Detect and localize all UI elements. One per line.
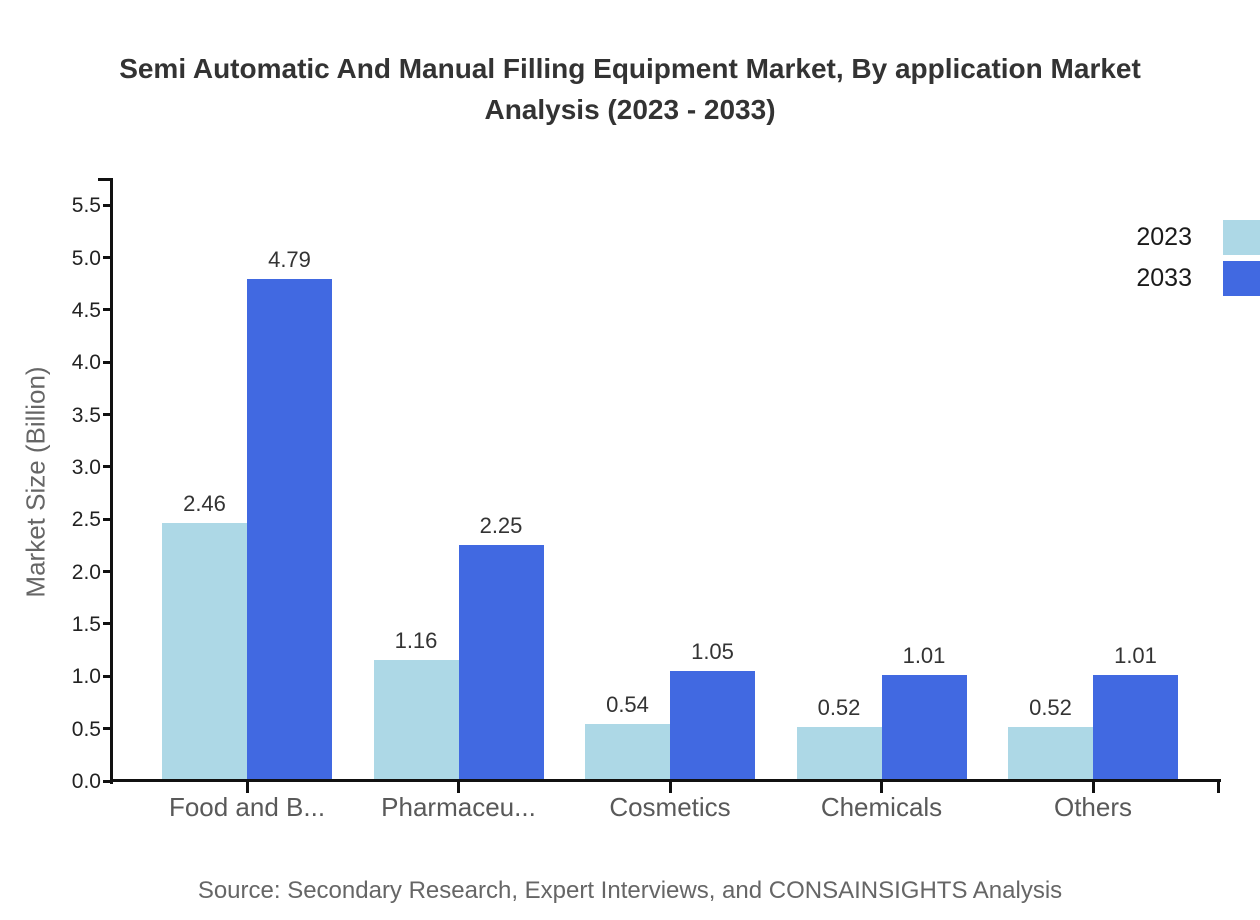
y-tick-label: 4.5 bbox=[71, 298, 101, 322]
bar bbox=[585, 724, 670, 781]
category-label: Cosmetics bbox=[609, 792, 731, 822]
x-axis-end-tick bbox=[1217, 782, 1220, 793]
y-tick-mark bbox=[103, 622, 113, 626]
y-tick-mark bbox=[103, 360, 113, 364]
chart-title-text: Semi Automatic And Manual Filling Equipm… bbox=[119, 53, 1141, 125]
y-tick-label: 3.5 bbox=[71, 403, 101, 427]
y-tick-mark bbox=[103, 203, 113, 207]
category-label: Chemicals bbox=[820, 792, 943, 822]
y-tick-mark bbox=[103, 413, 113, 417]
legend-label-2033: 2033 bbox=[1136, 264, 1192, 292]
legend-swatch-2023 bbox=[1223, 220, 1260, 255]
category-label: Others bbox=[1053, 792, 1133, 822]
bar bbox=[247, 279, 332, 781]
y-tick-label: 5.5 bbox=[71, 194, 101, 218]
y-tick-mark bbox=[103, 674, 113, 678]
x-tick-mark bbox=[668, 782, 672, 793]
bar-value-label: 1.01 bbox=[902, 643, 946, 669]
bar bbox=[373, 659, 459, 781]
y-axis-end-tick bbox=[98, 178, 113, 181]
y-axis-line bbox=[110, 178, 113, 784]
bar bbox=[881, 675, 967, 781]
y-tick-mark bbox=[103, 465, 113, 469]
y-tick-mark bbox=[103, 517, 113, 521]
bar-value-label: 4.79 bbox=[268, 247, 311, 273]
x-tick-mark bbox=[1091, 782, 1095, 793]
bar bbox=[1008, 726, 1093, 781]
bar-value-label: 0.52 bbox=[1029, 694, 1072, 720]
bar-value-label: 0.54 bbox=[606, 692, 649, 718]
x-axis-line bbox=[110, 779, 1221, 782]
category-label: Food and B... bbox=[168, 792, 326, 822]
y-tick-label: 1.5 bbox=[71, 612, 101, 636]
legend-swatch-2033 bbox=[1223, 261, 1260, 296]
bar bbox=[670, 671, 755, 781]
bar-value-label: 2.46 bbox=[183, 491, 226, 517]
bar-value-label: 1.01 bbox=[1114, 643, 1157, 669]
y-tick-label: 0.5 bbox=[71, 717, 101, 741]
bar bbox=[458, 545, 544, 781]
y-tick-label: 2.5 bbox=[71, 508, 101, 532]
x-tick-mark bbox=[245, 782, 249, 793]
bar-value-label: 1.05 bbox=[691, 639, 734, 665]
bar bbox=[162, 523, 247, 781]
y-tick-label: 5.0 bbox=[71, 246, 101, 270]
x-tick-mark bbox=[457, 782, 460, 793]
x-tick-mark bbox=[880, 782, 883, 793]
y-tick-mark bbox=[103, 308, 113, 312]
y-tick-mark bbox=[103, 779, 113, 783]
y-tick-mark bbox=[103, 727, 113, 731]
y-tick-label: 4.0 bbox=[71, 351, 101, 375]
legend-label-2023: 2023 bbox=[1136, 223, 1192, 251]
y-tick-label: 3.0 bbox=[71, 455, 101, 479]
bar-value-label: 1.16 bbox=[394, 627, 438, 653]
y-tick-mark bbox=[103, 570, 113, 574]
category-label: Pharmaceu... bbox=[381, 792, 536, 822]
y-tick-label: 0.0 bbox=[71, 770, 101, 793]
bar-value-label: 2.25 bbox=[479, 513, 523, 539]
y-tick-label: 1.0 bbox=[71, 665, 101, 689]
bar bbox=[1093, 675, 1178, 781]
bar-value-label: 0.52 bbox=[817, 694, 861, 720]
y-tick-label: 2.0 bbox=[71, 560, 101, 584]
source-note: Source: Secondary Research, Expert Inter… bbox=[197, 877, 1063, 904]
bar bbox=[796, 726, 882, 781]
y-tick-mark bbox=[103, 256, 113, 259]
chart-title: Semi Automatic And Manual Filling Equipm… bbox=[0, 48, 1260, 130]
